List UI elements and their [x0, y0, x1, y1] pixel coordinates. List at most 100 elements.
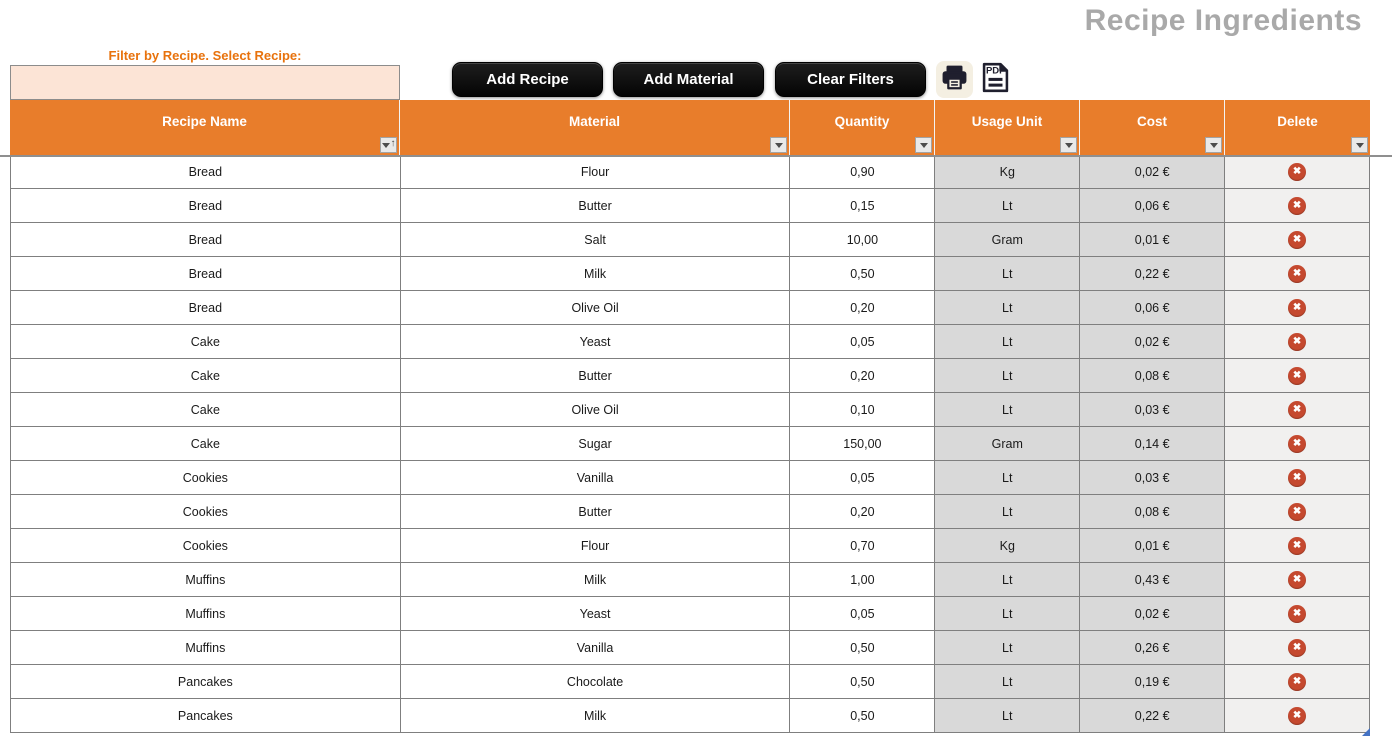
filter-icon[interactable]	[770, 137, 787, 153]
recipe-name-cell[interactable]: Bread	[11, 291, 401, 324]
quantity-cell[interactable]: 0,10	[790, 393, 936, 426]
cost-cell[interactable]: 0,01 €	[1080, 223, 1226, 256]
add-material-button[interactable]: Add Material	[613, 62, 764, 97]
delete-row-button[interactable]: ✖	[1288, 400, 1307, 419]
material-cell[interactable]: Salt	[400, 223, 791, 256]
usage-unit-cell[interactable]: Gram	[935, 223, 1081, 256]
usage-unit-cell[interactable]: Lt	[935, 325, 1081, 358]
cost-cell[interactable]: 0,26 €	[1080, 631, 1226, 664]
usage-unit-cell[interactable]: Lt	[935, 257, 1081, 290]
recipe-name-cell[interactable]: Cake	[11, 325, 401, 358]
delete-row-button[interactable]: ✖	[1288, 706, 1307, 725]
delete-row-button[interactable]: ✖	[1288, 264, 1307, 283]
usage-unit-cell[interactable]: Lt	[935, 393, 1081, 426]
usage-unit-cell[interactable]: Lt	[935, 699, 1081, 732]
delete-row-button[interactable]: ✖	[1288, 570, 1307, 589]
clear-filters-button[interactable]: Clear Filters	[775, 62, 926, 97]
cost-cell[interactable]: 0,08 €	[1080, 359, 1226, 392]
filter-icon[interactable]	[1205, 137, 1222, 153]
delete-row-button[interactable]: ✖	[1288, 332, 1307, 351]
recipe-name-cell[interactable]: Muffins	[11, 631, 401, 664]
quantity-cell[interactable]: 0,70	[790, 529, 936, 562]
filter-icon[interactable]	[915, 137, 932, 153]
delete-row-button[interactable]: ✖	[1288, 536, 1307, 555]
recipe-name-cell[interactable]: Bread	[11, 189, 401, 222]
usage-unit-cell[interactable]: Lt	[935, 631, 1081, 664]
recipe-name-cell[interactable]: Pancakes	[11, 699, 401, 732]
delete-row-button[interactable]: ✖	[1288, 196, 1307, 215]
delete-row-button[interactable]: ✖	[1288, 604, 1307, 623]
cost-cell[interactable]: 0,06 €	[1080, 291, 1226, 324]
material-cell[interactable]: Yeast	[400, 597, 791, 630]
material-cell[interactable]: Olive Oil	[400, 393, 791, 426]
cost-cell[interactable]: 0,14 €	[1080, 427, 1226, 460]
quantity-cell[interactable]: 0,20	[790, 291, 936, 324]
cost-cell[interactable]: 0,06 €	[1080, 189, 1226, 222]
quantity-cell[interactable]: 0,50	[790, 699, 936, 732]
usage-unit-cell[interactable]: Lt	[935, 189, 1081, 222]
usage-unit-cell[interactable]: Gram	[935, 427, 1081, 460]
delete-row-button[interactable]: ✖	[1288, 672, 1307, 691]
material-cell[interactable]: Vanilla	[400, 461, 791, 494]
quantity-cell[interactable]: 10,00	[790, 223, 936, 256]
usage-unit-cell[interactable]: Lt	[935, 563, 1081, 596]
usage-unit-cell[interactable]: Lt	[935, 665, 1081, 698]
filter-icon[interactable]	[1060, 137, 1077, 153]
recipe-name-cell[interactable]: Bread	[11, 223, 401, 256]
usage-unit-cell[interactable]: Kg	[935, 155, 1081, 188]
quantity-cell[interactable]: 0,20	[790, 495, 936, 528]
recipe-name-cell[interactable]: Cookies	[11, 495, 401, 528]
recipe-name-cell[interactable]: Pancakes	[11, 665, 401, 698]
recipe-name-cell[interactable]: Cookies	[11, 461, 401, 494]
material-cell[interactable]: Yeast	[400, 325, 791, 358]
cost-cell[interactable]: 0,02 €	[1080, 597, 1226, 630]
material-cell[interactable]: Vanilla	[400, 631, 791, 664]
delete-row-button[interactable]: ✖	[1288, 230, 1307, 249]
quantity-cell[interactable]: 0,50	[790, 257, 936, 290]
cost-cell[interactable]: 0,03 €	[1080, 461, 1226, 494]
quantity-cell[interactable]: 0,20	[790, 359, 936, 392]
recipe-filter-input[interactable]	[10, 65, 400, 100]
usage-unit-cell[interactable]: Kg	[935, 529, 1081, 562]
quantity-cell[interactable]: 0,90	[790, 155, 936, 188]
delete-row-button[interactable]: ✖	[1288, 638, 1307, 657]
print-button[interactable]	[936, 61, 973, 98]
material-cell[interactable]: Milk	[400, 257, 791, 290]
delete-row-button[interactable]: ✖	[1288, 502, 1307, 521]
usage-unit-cell[interactable]: Lt	[935, 461, 1081, 494]
recipe-name-cell[interactable]: Bread	[11, 155, 401, 188]
material-cell[interactable]: Milk	[400, 699, 791, 732]
recipe-name-cell[interactable]: Muffins	[11, 563, 401, 596]
cost-cell[interactable]: 0,02 €	[1080, 325, 1226, 358]
cost-cell[interactable]: 0,43 €	[1080, 563, 1226, 596]
material-cell[interactable]: Flour	[400, 529, 791, 562]
quantity-cell[interactable]: 0,50	[790, 631, 936, 664]
add-recipe-button[interactable]: Add Recipe	[452, 62, 603, 97]
recipe-name-cell[interactable]: Cake	[11, 359, 401, 392]
recipe-name-cell[interactable]: Muffins	[11, 597, 401, 630]
delete-row-button[interactable]: ✖	[1288, 434, 1307, 453]
cost-cell[interactable]: 0,02 €	[1080, 155, 1226, 188]
material-cell[interactable]: Butter	[400, 359, 791, 392]
cost-cell[interactable]: 0,01 €	[1080, 529, 1226, 562]
cost-cell[interactable]: 0,08 €	[1080, 495, 1226, 528]
quantity-cell[interactable]: 0,50	[790, 665, 936, 698]
recipe-name-cell[interactable]: Cake	[11, 427, 401, 460]
quantity-cell[interactable]: 0,05	[790, 461, 936, 494]
filter-icon[interactable]	[1351, 137, 1368, 153]
filter-sort-asc-icon[interactable]: ↑	[380, 137, 397, 153]
usage-unit-cell[interactable]: Lt	[935, 291, 1081, 324]
delete-row-button[interactable]: ✖	[1288, 298, 1307, 317]
material-cell[interactable]: Olive Oil	[400, 291, 791, 324]
material-cell[interactable]: Milk	[400, 563, 791, 596]
quantity-cell[interactable]: 0,15	[790, 189, 936, 222]
quantity-cell[interactable]: 150,00	[790, 427, 936, 460]
cost-cell[interactable]: 0,22 €	[1080, 257, 1226, 290]
export-pdf-button[interactable]: PDF	[977, 61, 1014, 98]
usage-unit-cell[interactable]: Lt	[935, 359, 1081, 392]
recipe-name-cell[interactable]: Cake	[11, 393, 401, 426]
cost-cell[interactable]: 0,22 €	[1080, 699, 1226, 732]
delete-row-button[interactable]: ✖	[1288, 162, 1307, 181]
material-cell[interactable]: Sugar	[400, 427, 791, 460]
quantity-cell[interactable]: 1,00	[790, 563, 936, 596]
